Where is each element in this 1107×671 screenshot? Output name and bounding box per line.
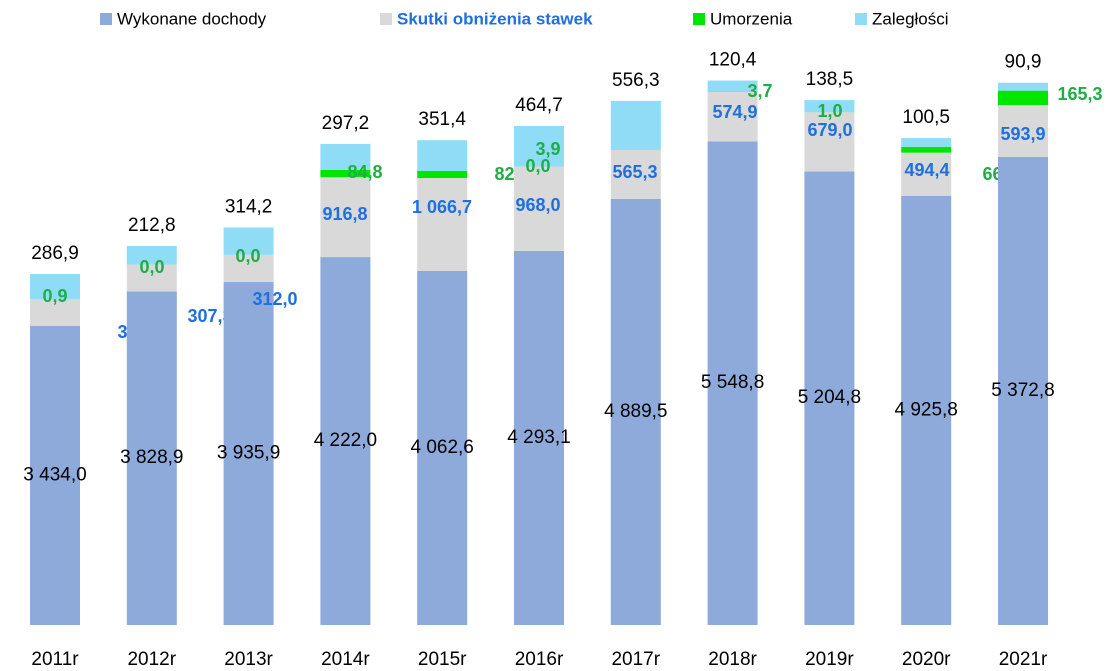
value-label: 1 066,7: [412, 197, 472, 217]
value-label: 4 925,8: [894, 399, 957, 420]
value-label: 297,2: [322, 113, 370, 134]
value-label: 679,0: [807, 120, 852, 140]
bar-segment: [320, 169, 371, 178]
legend-swatch: [380, 13, 392, 25]
bar-segment: [707, 80, 758, 92]
bar-segment: [417, 178, 468, 271]
value-label: 0,0: [525, 156, 550, 176]
legend-swatch: [693, 13, 705, 25]
value-label: 100,5: [902, 107, 950, 128]
value-label: 212,8: [128, 215, 176, 236]
value-label: 138,5: [806, 69, 854, 90]
legend-label: Umorzenia: [710, 9, 793, 28]
bar-segment: [514, 166, 564, 251]
bar-segment: [901, 146, 952, 153]
value-label: 565,3: [612, 162, 657, 182]
bar-segment: [30, 325, 80, 625]
bar-segment: [804, 171, 855, 626]
bar-segment: [998, 156, 1048, 625]
value-label: 307,3: [187, 306, 232, 326]
value-label: 3 434,0: [23, 464, 86, 485]
bar-segment: [610, 149, 661, 199]
bar-segment: [320, 143, 371, 170]
bar-segment: [417, 140, 468, 171]
value-label: 90,9: [1005, 52, 1042, 73]
value-label: 84,8: [347, 162, 382, 182]
bar-segment: [901, 138, 952, 147]
bar-segment: [223, 254, 274, 283]
value-label: 968,0: [515, 195, 560, 215]
x-tick-label: 2013r: [224, 649, 273, 670]
value-label: 5 204,8: [798, 387, 861, 408]
bar-segment: [417, 270, 468, 625]
value-label: 3,9: [535, 139, 560, 159]
value-label: 916,8: [322, 204, 367, 224]
bar-segment: [804, 100, 855, 113]
value-label: 4 062,6: [410, 437, 473, 458]
bar-segment: [223, 282, 274, 625]
bar-segment: [223, 227, 274, 255]
x-tick-label: 2014r: [321, 649, 370, 670]
bar-segment: [610, 100, 661, 150]
x-tick-label: 2019r: [805, 649, 854, 670]
value-label: 0,0: [139, 257, 164, 277]
value-label: 351,4: [418, 109, 466, 130]
bar-segment: [998, 90, 1048, 106]
bar-segment: [998, 105, 1048, 157]
x-tick-label: 2021r: [999, 649, 1048, 670]
x-tick-label: 2017r: [611, 649, 660, 670]
legend-swatch: [100, 13, 112, 25]
value-label: 0,9: [42, 286, 67, 306]
value-label: 3 828,9: [120, 447, 183, 468]
bar-segment: [30, 273, 80, 299]
value-label: 4 293,1: [507, 427, 570, 448]
legend-swatch: [855, 13, 867, 25]
value-label: 3,7: [747, 81, 772, 101]
value-label: 593,9: [1000, 124, 1045, 144]
bar-segment: [514, 126, 564, 167]
value-label: 494,4: [904, 160, 949, 180]
value-label: 3 935,9: [217, 443, 280, 464]
legend-label: Skutki obniżenia stawek: [397, 9, 593, 28]
bar-segment: [901, 195, 952, 625]
x-tick-label: 2018r: [708, 649, 757, 670]
bar-segment: [30, 299, 80, 326]
value-label: 4 222,0: [314, 430, 377, 451]
value-label: 314,2: [225, 196, 273, 217]
value-label: 464,7: [515, 95, 563, 116]
x-tick-label: 2015r: [418, 649, 467, 670]
value-label: 5 548,8: [701, 372, 764, 393]
x-tick-label: 2020r: [902, 649, 951, 670]
x-tick-label: 2011r: [31, 649, 79, 670]
bar-segment: [998, 82, 1048, 91]
value-label: 120,4: [709, 50, 757, 71]
value-label: 165,3: [1057, 84, 1102, 104]
legend-label: Wykonane dochody: [117, 9, 267, 28]
bar-segment: [126, 291, 177, 625]
value-label: 1,0: [817, 101, 842, 121]
value-label: 5 372,8: [991, 380, 1054, 401]
bar-segment: [804, 112, 855, 172]
bar-segment: [707, 141, 758, 625]
bar-segment: [417, 170, 468, 179]
value-label: 0,0: [235, 246, 260, 266]
value-label: 556,3: [612, 70, 660, 91]
value-label: 574,9: [712, 102, 757, 122]
bar-segment: [901, 152, 952, 196]
value-label: 312,0: [252, 289, 297, 309]
bar-segment: [610, 198, 661, 626]
value-label: 286,9: [31, 243, 79, 264]
bar-segment: [707, 91, 758, 142]
bar-segment: [126, 264, 177, 292]
bar-segment: [514, 250, 564, 625]
bar-segment: [320, 177, 371, 258]
x-tick-label: 2016r: [515, 649, 564, 670]
value-label: 4 889,5: [604, 401, 667, 422]
bar-segment: [126, 246, 177, 265]
bar-segment: [320, 257, 371, 625]
legend-label: Zaległości: [872, 9, 949, 28]
x-tick-label: 2012r: [127, 649, 176, 670]
